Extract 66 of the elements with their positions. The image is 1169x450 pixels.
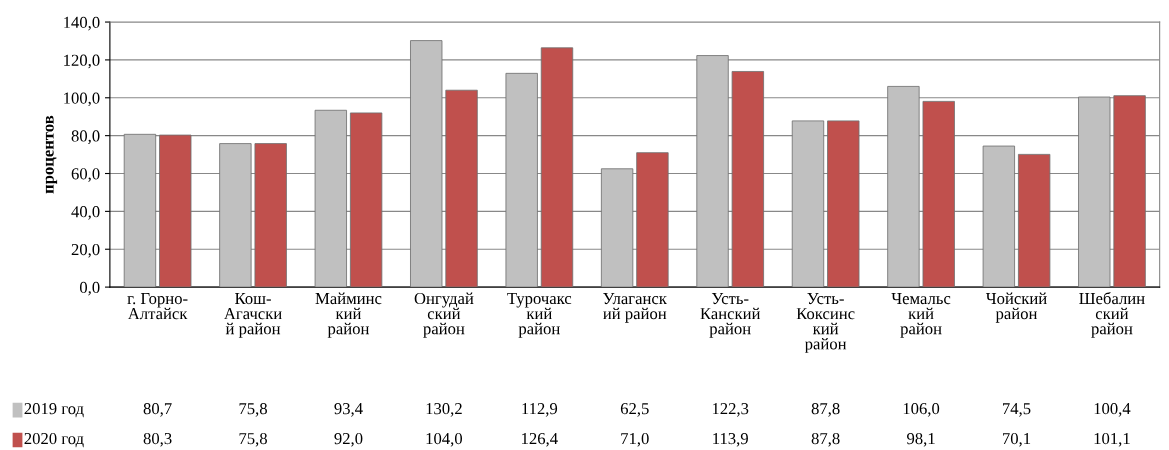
bar [1078, 96, 1111, 288]
x-tick-label: Чемальс кий район [891, 293, 951, 338]
data-label: 98,1 [907, 432, 935, 447]
data-label: 104,0 [426, 432, 463, 447]
bar [254, 143, 287, 288]
x-tick-label: Кош- Агачски й район [224, 293, 282, 338]
bar [922, 100, 955, 288]
y-tick-label: 80,0 [71, 130, 100, 144]
data-label: 80,3 [143, 432, 172, 447]
bar [827, 120, 860, 288]
data-label: 75,8 [239, 432, 267, 447]
data-label: 130,2 [426, 403, 462, 417]
data-label: 87,8 [811, 403, 840, 417]
x-tick-label: Онгудай ский район [414, 292, 474, 338]
bar [123, 133, 157, 288]
y-tick-label: 40,0 [71, 206, 100, 220]
bar [731, 71, 765, 288]
legend-label: 2019 год [24, 403, 84, 418]
bar [600, 168, 634, 288]
bar [219, 143, 252, 288]
bar [349, 112, 383, 288]
bar [887, 86, 920, 288]
data-label: 71,0 [621, 432, 649, 447]
bar [696, 55, 729, 288]
y-tick-label: 100,0 [64, 92, 100, 107]
bar [410, 40, 443, 288]
bar [1017, 153, 1051, 288]
x-tick-label: Улаганск ий район [603, 293, 667, 323]
y-axis-title: процентов [45, 115, 58, 194]
bar [159, 134, 192, 288]
data-label: 113,9 [713, 433, 748, 447]
data-label: 74,5 [1003, 403, 1031, 417]
x-tick-label: Шебалин ский район [1079, 292, 1145, 338]
legend-label: 2020 год [24, 432, 84, 448]
x-tick-label: Усть- Коксинс кий район [796, 293, 855, 353]
bar [636, 152, 669, 288]
bar [505, 72, 538, 288]
x-tick-label: г. Горно- Алтайск [127, 293, 188, 320]
data-label: 62,5 [620, 403, 649, 417]
y-tick-label: 120,0 [64, 54, 100, 69]
data-label: 87,8 [811, 432, 840, 447]
x-tick-label: Усть- Канский район [700, 293, 761, 338]
data-label: 100,4 [1094, 403, 1131, 417]
data-label: 122,3 [712, 403, 749, 417]
x-tick-label: Турочакс кий район [507, 293, 572, 338]
data-label: 101,1 [1094, 432, 1130, 447]
bar [982, 145, 1016, 288]
bar [1113, 95, 1146, 288]
bar [791, 120, 825, 288]
x-tick-label: Майминс кий район [315, 292, 382, 338]
data-label: 80,7 [143, 403, 172, 417]
y-tick-label: 140,0 [64, 16, 100, 31]
bar [540, 47, 574, 288]
bar [445, 89, 478, 288]
y-tick-label: 20,0 [71, 243, 100, 258]
data-label: 126,4 [522, 433, 558, 447]
data-label: 93,4 [334, 403, 363, 417]
y-tick-label: 60,0 [71, 168, 100, 182]
y-tick-label: 0,0 [79, 281, 100, 296]
data-label: 75,8 [239, 403, 267, 417]
data-label: 112,9 [522, 403, 558, 417]
x-tick-label: Чойский район [985, 292, 1047, 323]
bar [314, 109, 347, 288]
data-label: 70,1 [1003, 432, 1031, 447]
data-label: 92,0 [334, 432, 363, 447]
data-label: 106,0 [903, 403, 940, 417]
